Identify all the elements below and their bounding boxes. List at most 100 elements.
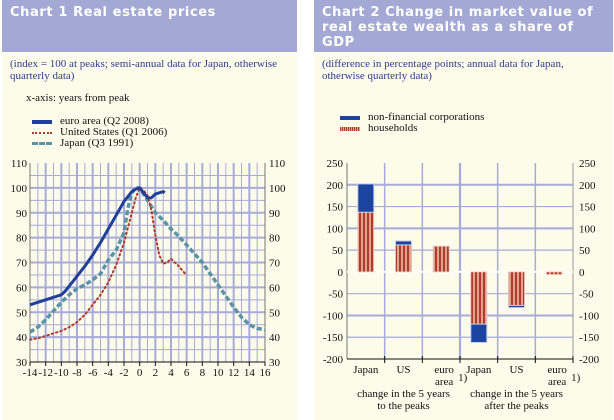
legend-swatch-dotted: [32, 131, 52, 134]
footnote-marker: 1): [571, 372, 581, 384]
legend-label: Japan (Q3 1991): [60, 137, 134, 149]
legend-item-households: households: [340, 123, 484, 134]
x-category-label: area: [548, 376, 566, 388]
x-category-label: Japan: [353, 364, 379, 376]
x-tick-label: 10: [213, 367, 225, 379]
chart2-header: Chart 2 Change in market value of real e…: [314, 0, 613, 52]
bar-non-financial-corporations: [357, 183, 375, 213]
x-tick-label: -6: [88, 367, 98, 379]
x-category-label: US: [509, 364, 523, 376]
y-tick-label-right: 150: [579, 202, 596, 214]
y-tick-label-right: 80: [269, 233, 281, 245]
y-tick-label-right: -50: [579, 289, 594, 301]
y-tick-label-right: 100: [579, 223, 596, 235]
bar-households: [470, 271, 488, 325]
y-tick-label-left: 100: [327, 223, 344, 235]
y-tick-label-right: 50: [579, 245, 591, 257]
y-tick-label-left: 70: [16, 258, 28, 270]
y-tick-label-left: 80: [16, 233, 28, 245]
chart1-legend: euro area (Q2 2008) United States (Q1 20…: [32, 116, 167, 149]
y-tick-label-left: 250: [327, 158, 344, 170]
legend-swatch-blue: [340, 115, 360, 120]
legend-label: non-financial corporations: [368, 111, 485, 123]
y-tick-label-left: 90: [16, 208, 28, 220]
legend-item-non-financial-corporations: non-financial corporations: [340, 112, 484, 123]
x-category-label: euro: [434, 364, 454, 376]
legend-label: households: [368, 122, 418, 134]
bar-non-financial-corporations: [470, 323, 488, 343]
group-label: to the peaks: [377, 400, 430, 412]
bar-households: [357, 211, 375, 273]
bar-households: [395, 244, 412, 273]
x-tick-label: -12: [38, 367, 53, 379]
x-tick-label: 16: [260, 367, 272, 379]
x-tick-label: -2: [119, 367, 128, 379]
legend-swatch-solid: [32, 119, 52, 124]
y-tick-label-right: 50: [269, 307, 281, 319]
y-tick-label-right: 30: [269, 357, 281, 369]
chart2-subtitle: (difference in percentage points; annual…: [322, 58, 564, 82]
chart1-subtitle: (index = 100 at peaks; semi-annual data …: [10, 58, 278, 82]
chart1-title: Chart 1 Real estate prices: [10, 5, 217, 20]
chart2-title: Chart 2 Change in market value of real e…: [322, 5, 594, 50]
y-tick-label-left: 50: [16, 307, 28, 319]
y-tick-label-right: -150: [579, 332, 600, 344]
legend-swatch-striped: [340, 126, 360, 131]
y-tick-label-left: -100: [323, 310, 344, 322]
y-tick-label-right: -200: [579, 354, 600, 366]
y-tick-label-left: 30: [16, 357, 28, 369]
series-line-euro-area: [29, 186, 166, 307]
bar-non-financial-corporations: [395, 240, 412, 246]
footnote-marker: 1): [458, 372, 468, 384]
x-tick-label: -8: [72, 367, 82, 379]
legend-label: euro area (Q2 2008): [60, 115, 149, 127]
chart1-header: Chart 1 Real estate prices: [2, 0, 297, 52]
y-tick-label-right: 0: [579, 267, 585, 279]
y-tick-label-left: 100: [11, 183, 28, 195]
x-tick-label: -10: [54, 367, 69, 379]
chart1-panel: Chart 1 Real estate prices (index = 100 …: [2, 0, 297, 420]
y-tick-label-right: 100: [269, 183, 286, 195]
y-tick-label-left: 60: [16, 282, 28, 294]
y-tick-label-right: 200: [579, 180, 596, 192]
bar-non-financial-corporations: [508, 304, 525, 309]
y-tick-label-right: -100: [579, 310, 600, 322]
y-tick-label-left: -200: [323, 354, 344, 366]
chart2-legend: non-financial corporations households: [340, 112, 484, 134]
group-label: after the peaks: [484, 400, 548, 412]
y-tick-label-left: 0: [338, 267, 344, 279]
x-category-label: Japan: [466, 364, 492, 376]
y-tick-label-left: -50: [328, 289, 343, 301]
bar-households: [432, 245, 450, 273]
legend-item-united-states: United States (Q1 2006): [32, 127, 167, 138]
x-tick-label: -4: [104, 367, 114, 379]
legend-label: United States (Q1 2006): [60, 126, 168, 138]
legend-item-euro-area: euro area (Q2 2008): [32, 116, 167, 127]
y-tick-label-left: -150: [323, 332, 344, 344]
legend-swatch-dashed: [32, 142, 52, 145]
y-tick-label-right: 110: [269, 158, 286, 170]
y-tick-label-left: 50: [332, 245, 344, 257]
legend-item-japan: Japan (Q3 1991): [32, 138, 167, 149]
y-tick-label-right: 250: [579, 158, 596, 170]
series-line-united-states: [29, 186, 187, 341]
chart2-panel: Chart 2 Change in market value of real e…: [314, 0, 613, 420]
y-tick-label-left: 110: [11, 158, 28, 170]
chart2-plot: -200 -200 -150 -150 -100 -100 -50 -50 0 0 50 50 100 1…: [323, 158, 600, 412]
x-category-label: euro: [547, 364, 567, 376]
y-tick-label-right: 40: [269, 332, 281, 344]
y-tick-label-right: 70: [269, 258, 281, 270]
group-label: change in the 5 years: [357, 388, 450, 400]
y-tick-label-left: 200: [327, 180, 344, 192]
chart1-xaxis-note: x-axis: years from peak: [26, 92, 130, 104]
x-category-label: US: [396, 364, 410, 376]
x-tick-label: 14: [244, 367, 256, 379]
y-tick-label-left: 150: [327, 202, 344, 214]
x-tick-label: 8: [200, 367, 206, 379]
x-tick-label: -14: [23, 367, 38, 379]
group-label: change in the 5 years: [470, 388, 563, 400]
bar-households: [508, 271, 525, 306]
y-tick-label-right: 90: [269, 208, 281, 220]
x-tick-label: 12: [228, 367, 239, 379]
